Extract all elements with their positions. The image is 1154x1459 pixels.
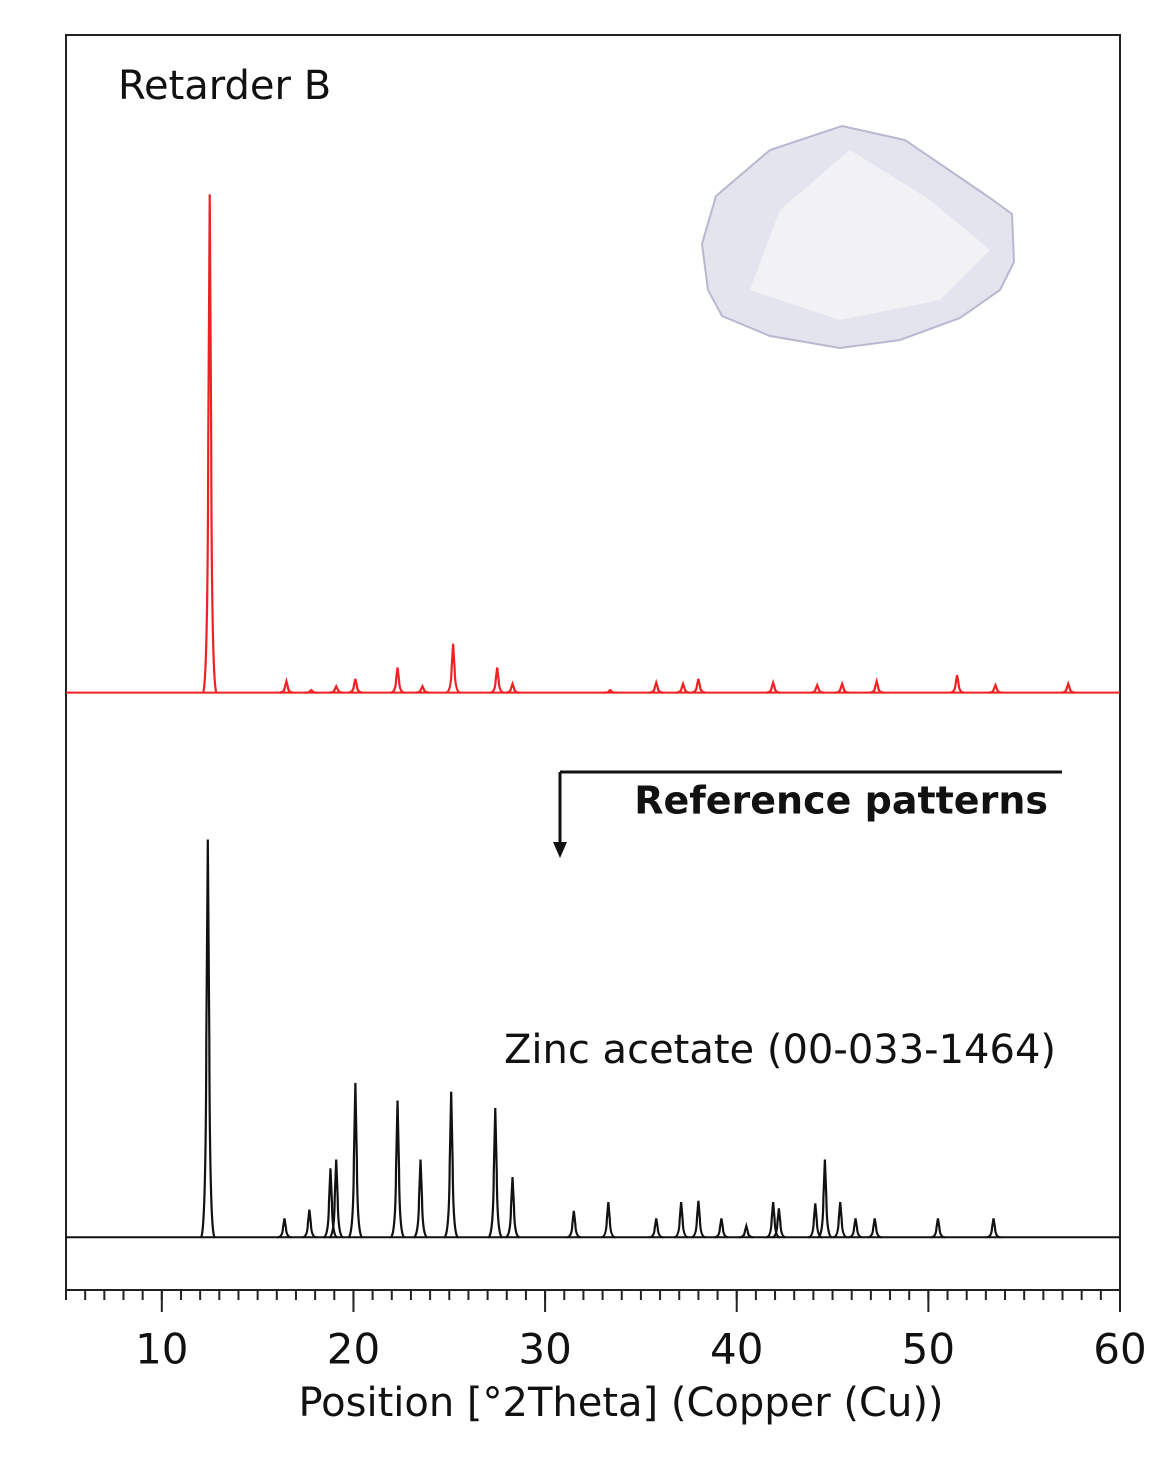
peak [505, 1176, 520, 1239]
peak [988, 682, 1003, 694]
peak [691, 1200, 706, 1239]
reference-annotation: Reference patterns [634, 779, 1048, 823]
peak [1061, 680, 1076, 694]
peak [566, 1210, 582, 1239]
peak [415, 683, 430, 694]
peak [771, 1208, 787, 1239]
peak [949, 674, 965, 694]
plot-frame [65, 34, 1121, 1291]
peak [329, 683, 344, 694]
x-tick-label: 10 [135, 1325, 188, 1374]
peak [739, 1221, 754, 1239]
peak [765, 1202, 781, 1239]
peak [649, 1218, 664, 1239]
peak [302, 1209, 317, 1239]
peak [199, 839, 216, 1239]
peak [869, 677, 884, 694]
peak [443, 1091, 460, 1239]
peak [279, 677, 294, 694]
peak [848, 1218, 863, 1239]
peak [714, 1218, 729, 1239]
peak [490, 667, 505, 694]
peak [328, 1159, 344, 1239]
peak [601, 1202, 616, 1239]
powder-highlight [750, 150, 990, 320]
peak [603, 688, 618, 694]
peak [304, 688, 319, 694]
peak [505, 680, 520, 694]
peak [691, 678, 706, 694]
peak [649, 678, 664, 694]
peak [323, 1168, 338, 1239]
reference-label: Zinc acetate (00-033-1464) [504, 1027, 1056, 1073]
peak [445, 643, 461, 694]
arrow-head [553, 842, 567, 858]
x-axis-label: Position [°2Theta] (Copper (Cu)) [298, 1380, 943, 1426]
x-minor-ticks [65, 1290, 1121, 1300]
peak [986, 1218, 1001, 1239]
peak [676, 680, 691, 694]
peak [347, 1082, 364, 1239]
reference-bracket [558, 770, 1062, 845]
peak [810, 682, 825, 694]
peak [390, 667, 405, 694]
x-tick-label: 20 [327, 1325, 380, 1374]
peak [766, 678, 781, 694]
peak [835, 680, 850, 694]
x-tick-label: 50 [902, 1325, 955, 1374]
peak [673, 1202, 689, 1239]
peak [201, 194, 218, 694]
x-tick-label: 30 [518, 1325, 571, 1374]
peak [413, 1159, 429, 1239]
peak [487, 1108, 504, 1239]
peak [930, 1218, 946, 1239]
x-tick-label: 60 [1093, 1325, 1146, 1374]
peak [817, 1159, 833, 1239]
peak [867, 1218, 882, 1239]
sample-label: Retarder B [118, 63, 331, 109]
peak [277, 1218, 292, 1239]
x-tick-label: 40 [710, 1325, 763, 1374]
peak [348, 678, 363, 694]
peak [389, 1100, 406, 1239]
peak [832, 1202, 848, 1239]
